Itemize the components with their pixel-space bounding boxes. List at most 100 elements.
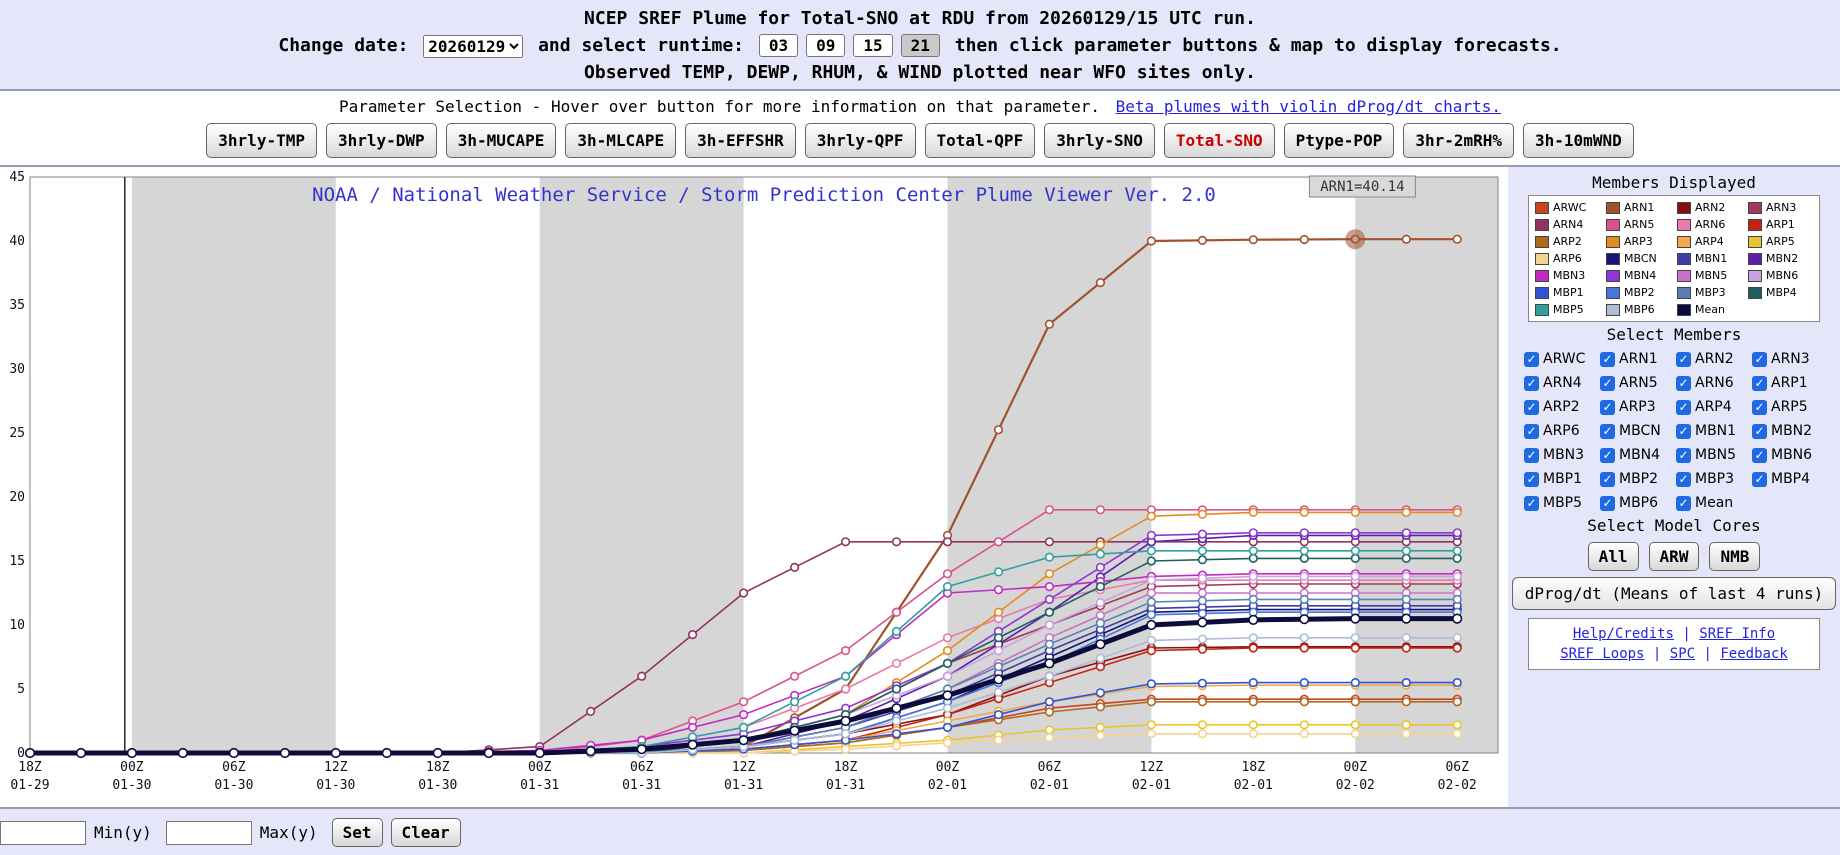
member-check-mbp2[interactable]: ✓ MBP2: [1600, 471, 1672, 487]
legend-label: MBP6: [1624, 303, 1655, 316]
checkbox-label: MBN4: [1619, 447, 1661, 463]
runtime-box-21[interactable]: 21: [900, 34, 940, 57]
checkbox-mbn2[interactable]: ✓: [1752, 423, 1767, 439]
clear-button[interactable]: Clear: [390, 818, 461, 847]
param-button-3hrly-tmp[interactable]: 3hrly-TMP: [206, 123, 317, 158]
sidebar: Members Displayed ARWC ARN1 ARN2 ARN3 ARN4 AR…: [1508, 167, 1840, 807]
member-check-arp5[interactable]: ✓ ARP5: [1752, 399, 1824, 415]
svg-text:01-30: 01-30: [214, 778, 253, 793]
svg-text:15: 15: [9, 554, 25, 569]
link-sref-info[interactable]: SREF Info: [1699, 626, 1776, 642]
checkbox-mbp4[interactable]: ✓: [1752, 471, 1767, 487]
checkbox-mbn6[interactable]: ✓: [1752, 447, 1767, 463]
link-spc[interactable]: SPC: [1669, 646, 1696, 662]
checkbox-arwc[interactable]: ✓: [1524, 351, 1539, 367]
checkbox-mbn1[interactable]: ✓: [1676, 423, 1691, 439]
checkbox-arn2[interactable]: ✓: [1676, 351, 1691, 367]
runtime-box-09[interactable]: 09: [806, 34, 846, 57]
member-check-arwc[interactable]: ✓ ARWC: [1524, 351, 1596, 367]
member-check-arp6[interactable]: ✓ ARP6: [1524, 423, 1596, 439]
member-check-arn6[interactable]: ✓ ARN6: [1676, 375, 1748, 391]
param-button-total-sno[interactable]: Total-SNO: [1163, 123, 1275, 158]
link-feedback[interactable]: Feedback: [1720, 646, 1788, 662]
legend-item-arn2: ARN2: [1677, 201, 1742, 214]
checkbox-arn3[interactable]: ✓: [1752, 351, 1767, 367]
svg-text:25: 25: [9, 426, 25, 441]
param-button-3hrly-dwp[interactable]: 3hrly-DWP: [325, 123, 437, 158]
checkbox-arp6[interactable]: ✓: [1524, 423, 1539, 439]
core-button-nmb[interactable]: NMB: [1709, 542, 1761, 571]
member-check-mbn4[interactable]: ✓ MBN4: [1600, 447, 1672, 463]
member-check-arp4[interactable]: ✓ ARP4: [1676, 399, 1748, 415]
param-button-3h-10mwnd[interactable]: 3h-10mWND: [1523, 123, 1634, 158]
checkbox-mbn5[interactable]: ✓: [1676, 447, 1691, 463]
member-check-mbp1[interactable]: ✓ MBP1: [1524, 471, 1596, 487]
checkbox-arp5[interactable]: ✓: [1752, 399, 1767, 415]
checkbox-mbn3[interactable]: ✓: [1524, 447, 1539, 463]
member-check-mbcn[interactable]: ✓ MBCN: [1600, 423, 1672, 439]
checkbox-mbp5[interactable]: ✓: [1524, 495, 1539, 511]
mbp1-color-swatch: [1535, 286, 1549, 299]
checkbox-mbn4[interactable]: ✓: [1600, 447, 1615, 463]
member-check-mbn5[interactable]: ✓ MBN5: [1676, 447, 1748, 463]
runtime-box-03[interactable]: 03: [758, 34, 799, 57]
dprog-button[interactable]: dProg/dt (Means of last 4 runs): [1511, 577, 1837, 610]
checkbox-arn6[interactable]: ✓: [1676, 375, 1691, 391]
checkbox-arn5[interactable]: ✓: [1600, 375, 1615, 391]
checkbox-mbp6[interactable]: ✓: [1600, 495, 1615, 511]
plume-chart-svg[interactable]: 0 5 10 15 20 25 30 35 40 45 18Z 01-29 00Z 01-30 06Z 01-…: [0, 167, 1506, 807]
beta-plumes-link[interactable]: Beta plumes with violin dProg/dt charts.: [1115, 97, 1501, 116]
link-sref-loops[interactable]: SREF Loops: [1560, 646, 1645, 662]
date-select[interactable]: 20260129: [423, 34, 524, 58]
member-check-mbp6[interactable]: ✓ MBP6: [1600, 495, 1672, 511]
param-button-total-qpf[interactable]: Total-QPF: [924, 123, 1036, 158]
member-check-mean[interactable]: ✓ Mean: [1676, 495, 1748, 511]
svg-text:5: 5: [17, 682, 25, 697]
checkbox-arn1[interactable]: ✓: [1600, 351, 1615, 367]
checkbox-label: MBN3: [1543, 447, 1585, 463]
member-check-arn1[interactable]: ✓ ARN1: [1600, 351, 1672, 367]
param-button-3h-effshr[interactable]: 3h-EFFSHR: [685, 123, 796, 158]
checkbox-arp4[interactable]: ✓: [1676, 399, 1691, 415]
param-button-3h-mucape[interactable]: 3h-MUCAPE: [445, 123, 557, 158]
member-check-mbp4[interactable]: ✓ MBP4: [1752, 471, 1824, 487]
checkbox-mbp3[interactable]: ✓: [1676, 471, 1691, 487]
runtime-box-15[interactable]: 15: [853, 34, 893, 57]
member-check-arp1[interactable]: ✓ ARP1: [1752, 375, 1824, 391]
param-button-ptype-pop[interactable]: Ptype-POP: [1283, 123, 1395, 158]
core-button-all[interactable]: All: [1587, 542, 1639, 571]
member-check-mbp5[interactable]: ✓ MBP5: [1524, 495, 1596, 511]
checkbox-mean[interactable]: ✓: [1676, 495, 1691, 511]
min-y-input[interactable]: [0, 820, 86, 845]
svg-text:35: 35: [9, 298, 25, 313]
member-check-arn3[interactable]: ✓ ARN3: [1752, 351, 1824, 367]
link-help-credits[interactable]: Help/Credits: [1572, 626, 1674, 642]
member-check-mbn6[interactable]: ✓ MBN6: [1752, 447, 1824, 463]
member-check-arn2[interactable]: ✓ ARN2: [1676, 351, 1748, 367]
checkbox-mbp2[interactable]: ✓: [1600, 471, 1615, 487]
checkbox-mbp1[interactable]: ✓: [1524, 471, 1539, 487]
checkbox-arp1[interactable]: ✓: [1752, 375, 1767, 391]
member-check-arn4[interactable]: ✓ ARN4: [1524, 375, 1596, 391]
core-button-arw[interactable]: ARW: [1648, 542, 1700, 571]
plume-chart[interactable]: 0 5 10 15 20 25 30 35 40 45 18Z 01-29 00Z 01-30 06Z 01-…: [0, 167, 1508, 807]
member-check-mbn3[interactable]: ✓ MBN3: [1524, 447, 1596, 463]
member-check-arp3[interactable]: ✓ ARP3: [1600, 399, 1672, 415]
param-button-3hrly-qpf[interactable]: 3hrly-QPF: [804, 123, 916, 158]
checkbox-arp2[interactable]: ✓: [1524, 399, 1539, 415]
member-check-arp2[interactable]: ✓ ARP2: [1524, 399, 1596, 415]
param-button-3hrly-sno[interactable]: 3hrly-SNO: [1044, 123, 1155, 158]
member-check-mbn2[interactable]: ✓ MBN2: [1752, 423, 1824, 439]
checkbox-arn4[interactable]: ✓: [1524, 375, 1539, 391]
param-button-3hr-2mrh%[interactable]: 3hr-2mRH%: [1403, 123, 1515, 158]
checkbox-arp3[interactable]: ✓: [1600, 399, 1615, 415]
member-check-arn5[interactable]: ✓ ARN5: [1600, 375, 1672, 391]
legend-item-mbn2: MBN2: [1748, 252, 1813, 265]
param-button-3h-mlcape[interactable]: 3h-MLCAPE: [565, 123, 677, 158]
member-check-mbn1[interactable]: ✓ MBN1: [1676, 423, 1748, 439]
max-y-input[interactable]: [165, 820, 252, 845]
checkbox-mbcn[interactable]: ✓: [1600, 423, 1615, 439]
set-button[interactable]: Set: [331, 818, 383, 847]
member-check-mbp3[interactable]: ✓ MBP3: [1676, 471, 1748, 487]
parameter-info: Parameter Selection - Hover over button …: [0, 97, 1840, 116]
